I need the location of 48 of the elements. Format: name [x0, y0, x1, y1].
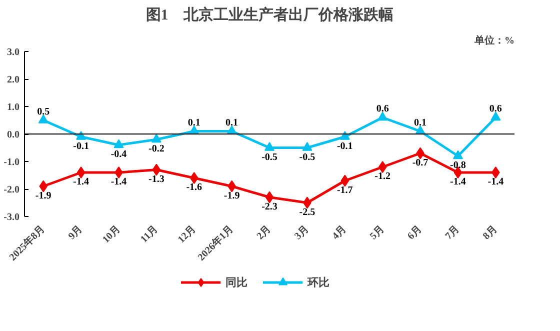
data-label: -0.1: [336, 140, 353, 152]
data-label: 0.6: [376, 104, 389, 114]
data-label: -1.4: [450, 176, 466, 188]
data-label: -0.7: [412, 157, 428, 168]
data-label: 0.1: [226, 117, 238, 128]
data-label: -1.7: [336, 184, 353, 196]
data-label: -1.2: [374, 171, 391, 182]
x-tick-label: 2月: [255, 224, 274, 242]
chart-title: 图1 北京工业生产者出厂价格涨跌幅: [146, 6, 394, 24]
y-tick-label: 1.0: [7, 102, 20, 113]
data-label: -1.3: [148, 174, 164, 185]
text: 单位：%: [474, 34, 514, 46]
data-label: -1.4: [73, 176, 89, 188]
data-label: -1.6: [186, 182, 202, 193]
data-label: -2.5: [299, 206, 316, 218]
x-tick-label: 11月: [138, 224, 160, 246]
data-label: -2.3: [262, 201, 278, 212]
data-label: 0.6: [489, 104, 502, 114]
y-tick-label: -2.0: [4, 184, 20, 196]
legend-label: 环比: [307, 276, 330, 290]
y-tick-label: -3.0: [4, 212, 20, 223]
x-tick-label: 6月: [406, 224, 424, 242]
data-label: -0.4: [110, 149, 127, 160]
x-tick-label: 7月: [443, 224, 462, 242]
data-label: -0.8: [450, 160, 466, 171]
x-tick-label: 5月: [368, 224, 386, 242]
legend-label: 同比: [225, 276, 248, 290]
data-label: -0.2: [148, 144, 164, 154]
data-label: -0.5: [262, 152, 278, 163]
x-tick-label: 8月: [481, 224, 500, 242]
data-label: 0.1: [414, 117, 427, 128]
data-label: -1.9: [35, 190, 52, 202]
x-tick-label: 4月: [330, 224, 349, 242]
data-label: -0.5: [299, 152, 316, 163]
data-label: -0.1: [73, 140, 89, 152]
data-label: -1.4: [488, 176, 504, 188]
x-tick-label: 12月: [176, 224, 198, 246]
y-tick-label: 3.0: [7, 47, 20, 58]
y-tick-label: -1.0: [4, 157, 20, 168]
data-label: 0.1: [188, 117, 200, 128]
data-label: 0.5: [37, 106, 50, 118]
x-tick-label: 9月: [66, 224, 85, 242]
y-tick-label: 2.0: [7, 74, 20, 86]
data-label: -1.9: [224, 190, 240, 202]
data-label: -1.4: [110, 176, 127, 188]
x-tick-label: 10月: [100, 224, 123, 246]
x-tick-label: 3月: [292, 224, 312, 242]
y-tick-label: 0.0: [7, 130, 20, 140]
